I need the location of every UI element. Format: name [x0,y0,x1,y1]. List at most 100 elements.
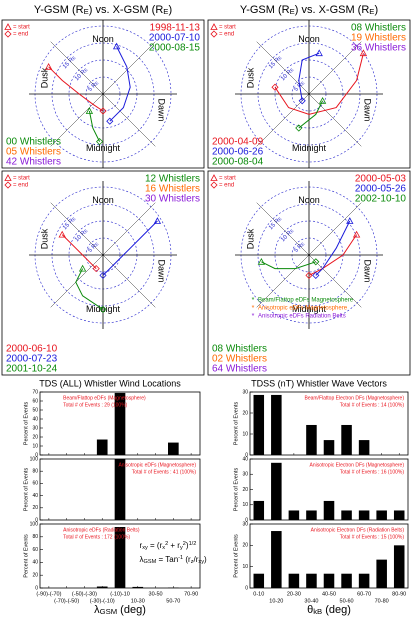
text-part: E [300,241,306,247]
y-tick-label: 80 [32,469,38,475]
bar [306,573,317,588]
text-part: E [289,228,295,234]
text-part: r [140,541,143,550]
panel-annotation: Total # of Events : 16 (100%) [340,469,405,475]
y-axis-label: Percent of Events [233,534,239,578]
whistler-count: 08 Whistlers [351,23,406,34]
direction-label: Midnight [292,143,327,153]
start-marker [44,62,53,70]
direction-label: Dawn [156,98,166,121]
text-part: λ [140,555,144,564]
whistler-count: 19 Whistlers [351,33,406,44]
legend-entry: 2000-08-04 [212,157,264,168]
ring-label: 5 RE [87,241,100,254]
text-part: E [277,216,283,222]
text-part: + r [168,541,180,550]
bar [96,586,108,588]
panel-annotation: Total # of Events : 29 (100%) [63,402,128,408]
whistler-count: 30 Whistlers [145,194,200,205]
direction-label: Noon [92,195,114,205]
y-tick-label: 20 [32,434,38,440]
legend-entry: 2000-08-15 [149,43,201,54]
bar [288,573,300,588]
trajectory [298,100,324,129]
marker-legend: = end [13,32,28,38]
marker-legend: = start [219,25,236,31]
direction-label: Dawn [156,259,166,282]
start-marker [153,217,162,224]
text-part: = (r [148,541,163,550]
whistler-count: 05 Whistlers [6,147,61,158]
text-part: ) [186,541,189,550]
x-tick-label: 10-30 [131,598,145,604]
axis-line [50,41,156,147]
bar [341,573,352,588]
start-marker [210,23,218,30]
end-marker [99,271,107,279]
whistler-count: 02 Whistlers [212,354,267,365]
bar [376,559,387,588]
y-tick-label: 0 [245,585,248,591]
text-part: E [83,228,89,234]
bar [168,442,179,455]
panel-frame [207,170,411,376]
y-tick-label: 100 [30,521,39,527]
x-tick-label: (-70)-(-50) [54,598,79,604]
panel-annotation: Anisotropic eDFs (Radiation Belts) [63,527,140,533]
y-tick-label: 30 [242,472,248,478]
start-marker [257,257,266,265]
x-tick-label: 70-80 [375,598,389,604]
x-tick-label: (-50)-(-30) [72,591,97,597]
bar [358,440,370,455]
trajectory [61,234,97,269]
end-marker [4,181,12,189]
ring-label: 15 RE [268,55,283,70]
y-axis-label: Percent of Events [23,468,29,512]
y-tick-label: 50 [32,407,38,413]
panel-annotation: Beam/Flattop eDFs (Magnetosphere) [63,395,146,401]
direction-label: Dawn [362,259,372,282]
marker-legend: = start [219,176,236,182]
text-part: ) vs. X-GSM (R [295,4,370,16]
y-tick-label: 0 [245,517,248,523]
text-part: E [94,241,100,247]
marker-legend: = end [13,183,28,189]
ring-label: 5 RE [293,80,306,93]
bar [358,573,370,588]
y-tick-label: 60 [32,481,38,487]
start-marker [346,217,354,224]
y-tick-label: 0 [35,517,38,523]
y-tick-label: 70 [32,389,38,395]
x-tick-label: (-90)-(-70) [36,591,61,597]
bar [253,573,265,588]
y-tick-label: 60 [32,398,38,404]
x-tick-label: 50-70 [166,598,180,604]
bar [341,424,352,455]
bar [323,573,335,588]
bar [341,510,352,520]
end-marker [210,30,218,38]
text-part: λ [94,604,100,616]
panel-annotation: Total # of Events : 41 (100%) [132,469,197,475]
panel-annotation: Anisotropic Electron DFs (Magnetosphere) [310,462,405,468]
text-part: /r [194,555,199,564]
legend-entry: 2000-07-23 [6,354,58,365]
text-part: E [369,7,374,16]
start-marker [352,230,361,238]
trajectory [75,268,104,310]
panel-annotation: Beam/Flattop Electron DFs (Magnetosphere… [305,395,405,401]
legend-entry: 1998-11-13 [150,23,201,34]
bar [288,510,300,520]
x-tick-label: 50-60 [340,598,354,604]
text-part: 5 R [87,242,98,253]
event-legend-star: * [252,297,255,304]
direction-label: Dusk [40,228,50,249]
panel-frame [1,170,205,376]
formula: λGSM = Tan-1 (rz/rxy) [140,555,207,565]
formula: rxy = (rx2 + ry2)1/2 [140,541,197,551]
direction-label: Midnight [292,304,327,314]
legend-entry: 2000-05-26 [355,184,407,195]
panel-title: TDSS (nT) Whistler Wave Vectors [251,378,387,388]
text-part: = Tan [156,555,178,564]
x-tick-label: 40-50 [322,591,336,597]
